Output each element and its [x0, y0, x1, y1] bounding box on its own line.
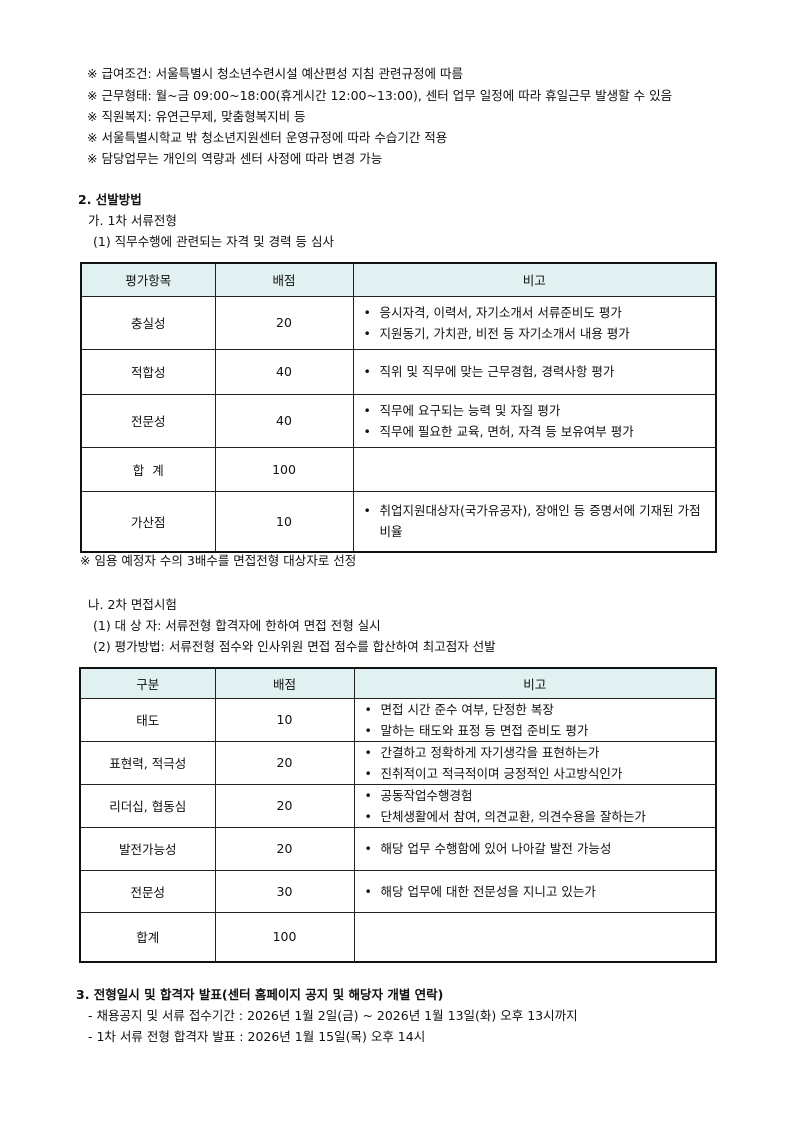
- cell-item: 합 계: [80, 446, 216, 492]
- table-row: 태도10면접 시간 준수 여부, 단정한 복장말하는 태도와 표정 등 면접 준…: [79, 697, 717, 742]
- cell-remarks: [352, 446, 717, 492]
- table-header-row: 구분 배점 비고: [79, 667, 717, 699]
- remark-bullet: 직무에 필요한 교육, 면허, 자격 등 보유여부 평가: [362, 421, 710, 442]
- cell-score: 30: [214, 869, 355, 913]
- table-header-row: 평가항목 배점 비고: [80, 262, 717, 297]
- remark-bullet: 해당 업무에 대한 전문성을 지니고 있는가: [363, 881, 710, 902]
- table-row: 합계 100: [79, 911, 717, 963]
- cell-remarks: 취업지원대상자(국가유공자), 장애인 등 증명서에 기재된 가점 비율: [352, 490, 717, 553]
- subsection-b1: (1) 대 상 자: 서류전형 합격자에 한하여 면접 전형 실시: [93, 618, 381, 633]
- subsection-a1: (1) 직무수행에 관련되는 자격 및 경력 등 심사: [93, 234, 335, 249]
- note-duties: ※ 담당업무는 개인의 역량과 센터 사정에 따라 변경 가능: [87, 151, 383, 166]
- section2-title: 2. 선발방법: [78, 192, 142, 207]
- cell-score: 40: [214, 393, 354, 448]
- cell-remarks: 면접 시간 준수 여부, 단정한 복장말하는 태도와 표정 등 면접 준비도 평…: [353, 697, 717, 742]
- cell-remarks: 응시자격, 이력서, 자기소개서 서류준비도 평가지원동기, 가치관, 비전 등…: [352, 295, 717, 350]
- remark-bullet: 직무에 요구되는 능력 및 자질 평가: [362, 400, 710, 421]
- cell-remarks: 공동작업수행경험단체생활에서 참여, 의견교환, 의견수용을 잘하는가: [353, 783, 717, 828]
- cell-remarks: 해당 업무 수행함에 있어 나아갈 발전 가능성: [353, 826, 717, 871]
- table-row: 충실성20응시자격, 이력서, 자기소개서 서류준비도 평가지원동기, 가치관,…: [80, 295, 717, 350]
- header-category: 구분: [79, 667, 216, 699]
- table-row: 전문성40직무에 요구되는 능력 및 자질 평가직무에 필요한 교육, 면허, …: [80, 393, 717, 448]
- remark-bullet: 해당 업무 수행함에 있어 나아갈 발전 가능성: [363, 838, 710, 859]
- note-work-hours: ※ 근무형태: 월~금 09:00~18:00(휴게시간 12:00~13:00…: [87, 88, 673, 103]
- cell-item: 발전가능성: [79, 826, 216, 871]
- cell-score: 10: [214, 490, 354, 553]
- header-score: 배점: [214, 667, 355, 699]
- cell-score: 40: [214, 348, 354, 395]
- subsection-a: 가. 1차 서류전형: [88, 213, 177, 228]
- remark-bullet: 간결하고 정확하게 자기생각을 표현하는가: [363, 742, 710, 763]
- table-row: 리더십, 협동심20공동작업수행경험단체생활에서 참여, 의견교환, 의견수용을…: [79, 783, 717, 828]
- remark-bullet: 진취적이고 적극적이며 긍정적인 사고방식인가: [363, 763, 710, 784]
- cell-item: 전문성: [80, 393, 216, 448]
- cell-remarks: [353, 911, 717, 963]
- cell-item: 전문성: [79, 869, 216, 913]
- document-screening-table: 평가항목 배점 비고 충실성20응시자격, 이력서, 자기소개서 서류준비도 평…: [80, 262, 717, 553]
- remark-bullet: 말하는 태도와 표정 등 면접 준비도 평가: [363, 720, 710, 741]
- header-remarks: 비고: [352, 262, 717, 297]
- remark-bullet: 응시자격, 이력서, 자기소개서 서류준비도 평가: [362, 302, 710, 323]
- cell-score: 20: [214, 783, 355, 828]
- schedule-announcement: - 1차 서류 전형 합격자 발표 : 2026년 1월 15일(목) 오후 1…: [88, 1029, 426, 1044]
- schedule-application: - 채용공지 및 서류 접수기간 : 2026년 1월 2일(금) ~ 2026…: [88, 1008, 578, 1023]
- note-probation: ※ 서울특별시학교 밖 청소년지원센터 운영규정에 따라 수습기간 적용: [87, 130, 448, 145]
- cell-item: 태도: [79, 697, 216, 742]
- cell-score: 20: [214, 740, 355, 785]
- cell-item: 합계: [79, 911, 216, 963]
- cell-item: 충실성: [80, 295, 216, 350]
- subsection-b: 나. 2차 면접시험: [88, 597, 177, 612]
- table-row: 가산점10취업지원대상자(국가유공자), 장애인 등 증명서에 기재된 가점 비…: [80, 490, 717, 553]
- table-row: 합 계 100: [80, 446, 717, 492]
- cell-item: 가산점: [80, 490, 216, 553]
- cell-score: 100: [214, 911, 355, 963]
- header-item: 평가항목: [80, 262, 216, 297]
- cell-remarks: 직위 및 직무에 맞는 근무경험, 경력사항 평가: [352, 348, 717, 395]
- cell-score: 100: [214, 446, 354, 492]
- remark-bullet: 단체생활에서 참여, 의견교환, 의견수용을 잘하는가: [363, 806, 710, 827]
- cell-score: 20: [214, 295, 354, 350]
- subsection-b2: (2) 평가방법: 서류전형 점수와 인사위원 면접 점수를 합산하여 최고점자…: [93, 639, 496, 654]
- header-remarks: 비고: [353, 667, 717, 699]
- table-row: 표현력, 적극성20간결하고 정확하게 자기생각을 표현하는가진취적이고 적극적…: [79, 740, 717, 785]
- section3-title: 3. 전형일시 및 합격자 발표(센터 홈페이지 공지 및 해당자 개별 연락): [76, 987, 444, 1002]
- note-interview-selection: ※ 임용 예정자 수의 3배수를 면접전형 대상자로 선정: [80, 553, 357, 568]
- remark-bullet: 직위 및 직무에 맞는 근무경험, 경력사항 평가: [362, 361, 710, 382]
- cell-item: 리더십, 협동심: [79, 783, 216, 828]
- remark-bullet: 면접 시간 준수 여부, 단정한 복장: [363, 699, 710, 720]
- header-score: 배점: [214, 262, 354, 297]
- cell-remarks: 간결하고 정확하게 자기생각을 표현하는가진취적이고 적극적이며 긍정적인 사고…: [353, 740, 717, 785]
- cell-remarks: 해당 업무에 대한 전문성을 지니고 있는가: [353, 869, 717, 913]
- remark-bullet: 공동작업수행경험: [363, 785, 710, 806]
- cell-score: 10: [214, 697, 355, 742]
- note-salary: ※ 급여조건: 서울특별시 청소년수련시설 예산편성 지침 관련규정에 따름: [87, 66, 464, 81]
- cell-item: 표현력, 적극성: [79, 740, 216, 785]
- cell-score: 20: [214, 826, 355, 871]
- cell-item: 적합성: [80, 348, 216, 395]
- cell-remarks: 직무에 요구되는 능력 및 자질 평가직무에 필요한 교육, 면허, 자격 등 …: [352, 393, 717, 448]
- remark-bullet: 취업지원대상자(국가유공자), 장애인 등 증명서에 기재된 가점 비율: [362, 500, 710, 542]
- remark-bullet: 지원동기, 가치관, 비전 등 자기소개서 내용 평가: [362, 323, 710, 344]
- interview-table: 구분 배점 비고 태도10면접 시간 준수 여부, 단정한 복장말하는 태도와 …: [79, 667, 717, 963]
- note-welfare: ※ 직원복지: 유연근무제, 맞춤형복지비 등: [87, 109, 306, 124]
